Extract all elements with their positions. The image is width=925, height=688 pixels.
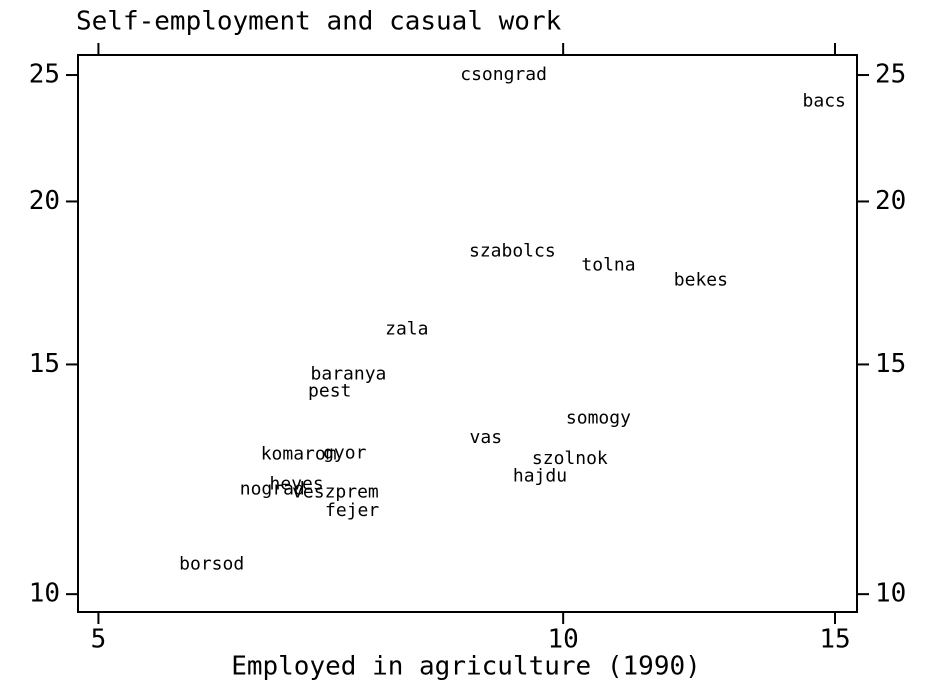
y2-tick-label: 20 [875,186,906,216]
y2-tick-label: 25 [875,60,906,90]
point-label: csongrad [460,64,547,85]
point-label: szabolcs [469,240,556,261]
point-label: somogy [566,407,631,428]
x-tick-label: 10 [548,625,579,655]
y-tick-label: 10 [29,579,60,609]
point-label: bekes [674,269,728,290]
x-tick-label: 15 [819,625,850,655]
y2-tick-label: 15 [875,349,906,379]
y-tick-label: 25 [29,60,60,90]
point-label: szolnok [532,448,608,469]
plot-frame [77,54,858,613]
point-label: fejer [325,500,379,521]
chart-title: Self-employment and casual work [76,7,562,37]
point-label: gyor [323,442,367,463]
y-tick-label: 15 [29,349,60,379]
point-label: borsod [179,553,244,574]
x-tick-label: 5 [91,625,107,655]
point-label: komarom [261,443,337,464]
point-label: heves [270,473,324,494]
point-label: tolna [581,255,635,276]
y-tick-label: 20 [29,186,60,216]
x-axis-label: Employed in agriculture (1990) [231,652,701,682]
point-label: veszprem [292,481,379,502]
point-label: hajdu [513,465,567,486]
y2-tick-label: 10 [875,579,906,609]
point-label: nograd [240,478,305,499]
point-label: pest [308,381,351,402]
point-label: bacs [803,90,846,111]
point-label: baranya [311,363,387,384]
point-label: zala [385,318,428,339]
point-label: vas [470,427,503,448]
